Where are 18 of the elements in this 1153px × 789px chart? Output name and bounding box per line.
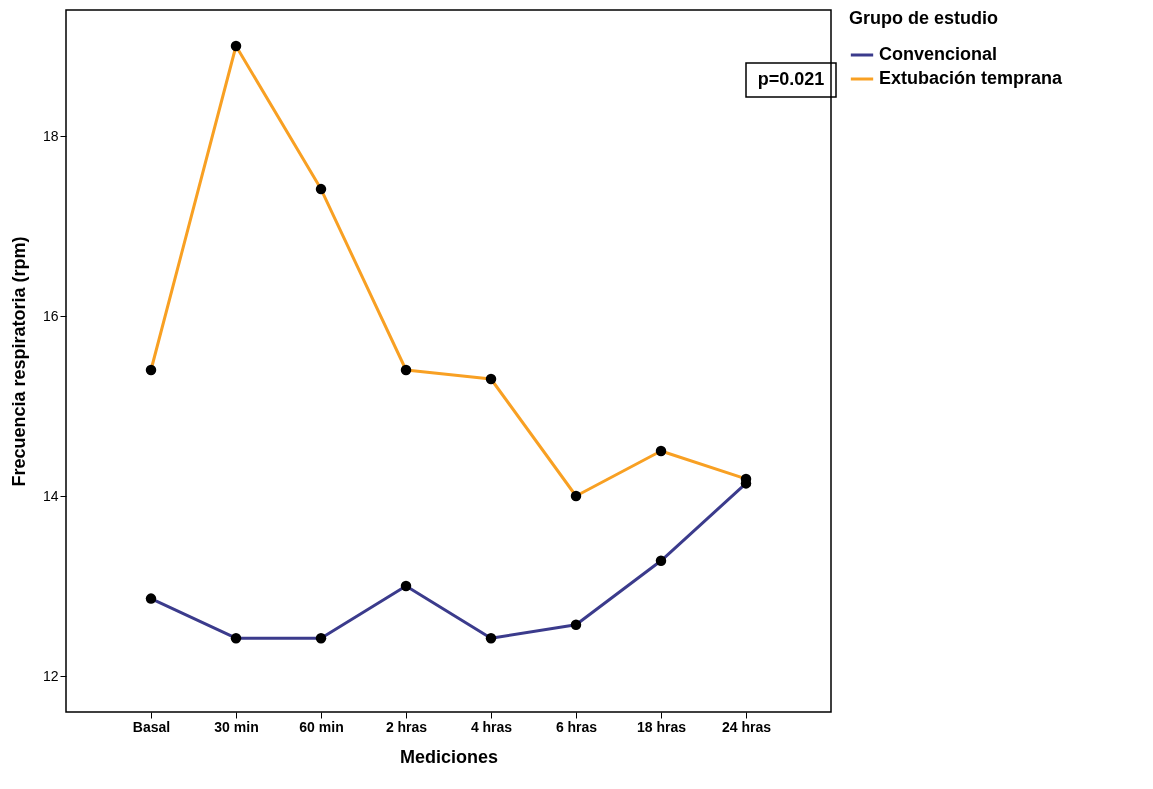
- x-tick-label: Basal: [132, 718, 171, 735]
- x-axis-title: Mediciones: [399, 746, 499, 767]
- annotation: p=0.021: [757, 69, 825, 89]
- y-tick-label: 16: [42, 307, 59, 324]
- x-tick-label: 18 hras: [636, 718, 687, 735]
- x-tick-label: 60 min: [299, 718, 344, 735]
- legend-title: Grupo de estudio: [849, 8, 999, 28]
- legend-label: Convencional: [879, 44, 998, 64]
- x-tick-label: 4 hras: [470, 718, 513, 735]
- x-tick-label: 2 hras: [385, 718, 428, 735]
- y-tick-label: 18: [42, 127, 59, 144]
- x-tick-label: 6 hras: [555, 718, 598, 735]
- legend-label: Extubación temprana: [879, 68, 1064, 88]
- y-tick-label: 12: [42, 667, 59, 684]
- y-axis-title: Frecuencia respiratoria (rpm): [8, 236, 29, 487]
- x-tick-label: 30 min: [214, 718, 259, 735]
- x-tick-label: 24 hras: [721, 718, 772, 735]
- y-tick-label: 14: [42, 487, 59, 504]
